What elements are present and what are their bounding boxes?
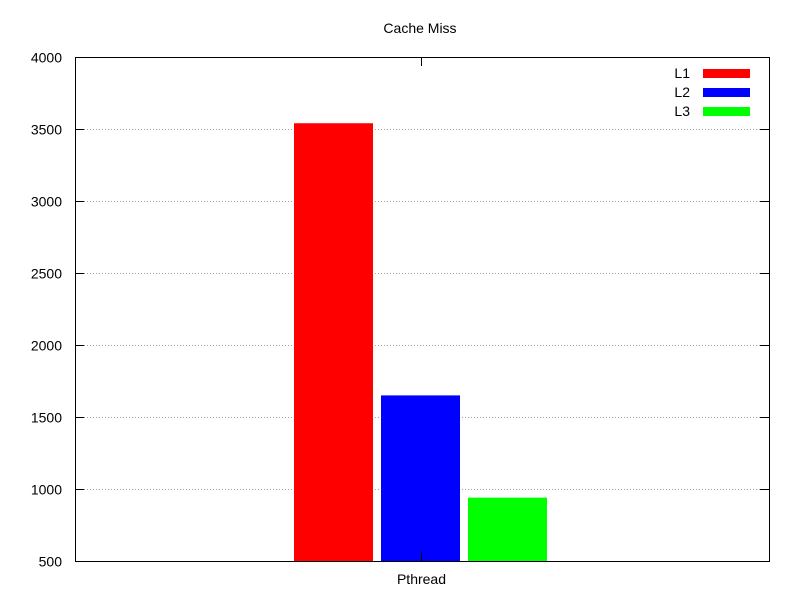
x-tick-label: Pthread (397, 571, 446, 587)
legend-label-l1: L1 (674, 65, 690, 81)
bar-l2 (381, 395, 460, 561)
y-tick-label: 3000 (31, 194, 62, 210)
plot-frame (75, 57, 770, 562)
legend-label-l3: L3 (674, 103, 690, 119)
y-tick-label: 1500 (31, 410, 62, 426)
bars (294, 123, 547, 562)
legend-swatch-l3 (703, 107, 750, 116)
y-tick-label: 2500 (31, 266, 62, 282)
legend-swatch-l1 (703, 69, 750, 78)
legend-label-l2: L2 (674, 84, 690, 100)
legend: L1 L2 L3 (674, 65, 750, 119)
y-tick-label: 3500 (31, 122, 62, 138)
bar-l3 (468, 497, 547, 561)
y-tick-label: 500 (39, 554, 63, 570)
y-tick-label: 4000 (31, 50, 62, 66)
chart-title: Cache Miss (383, 20, 456, 36)
legend-swatch-l2 (703, 88, 750, 97)
y-tick-label: 1000 (31, 482, 62, 498)
y-tick-label: 2000 (31, 338, 62, 354)
axes: 500 1000 1500 2000 2500 3000 3500 4000 Pthread (31, 50, 769, 587)
bar-l1 (294, 123, 373, 562)
